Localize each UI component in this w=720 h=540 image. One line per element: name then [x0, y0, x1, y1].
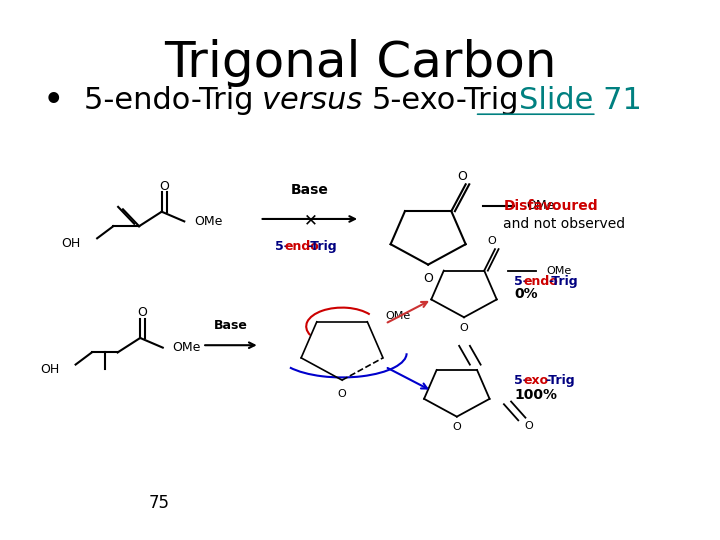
Text: 5-: 5- [514, 275, 528, 288]
Text: Slide 71: Slide 71 [519, 86, 642, 115]
Text: Trigonal Carbon: Trigonal Carbon [163, 39, 557, 87]
Text: OMe: OMe [173, 341, 201, 354]
Text: versus: versus [262, 86, 372, 115]
Text: -Trig: -Trig [545, 374, 575, 387]
Text: and not observed: and not observed [503, 217, 626, 231]
Text: endo: endo [523, 275, 558, 288]
Text: O: O [457, 170, 467, 183]
Text: O: O [138, 306, 148, 319]
Text: ✕: ✕ [305, 211, 318, 229]
Text: Disfavoured: Disfavoured [503, 199, 598, 213]
Text: -Trig: -Trig [307, 240, 337, 253]
Text: 5-endo-Trig: 5-endo-Trig [84, 86, 263, 115]
Text: 5-: 5- [275, 240, 289, 253]
Text: O: O [452, 422, 462, 433]
Text: O: O [423, 272, 433, 285]
Text: O: O [487, 236, 496, 246]
Text: OMe: OMe [526, 199, 554, 212]
Text: Base: Base [214, 319, 248, 332]
Text: 75: 75 [148, 494, 170, 512]
Text: OMe: OMe [385, 312, 410, 321]
Text: OMe: OMe [546, 266, 572, 275]
Text: endo: endo [284, 240, 320, 253]
Text: OMe: OMe [194, 215, 222, 228]
Text: -Trig: -Trig [548, 275, 577, 288]
Text: Base: Base [291, 184, 329, 198]
Text: 5-: 5- [514, 374, 528, 387]
Text: 5-exo-Trig: 5-exo-Trig [372, 86, 520, 115]
Text: OH: OH [62, 237, 81, 249]
Text: O: O [459, 323, 469, 333]
Text: •: • [45, 86, 85, 115]
Text: OH: OH [40, 363, 60, 376]
Text: 100%: 100% [514, 388, 557, 402]
Text: O: O [525, 421, 534, 431]
Text: O: O [159, 180, 169, 193]
Text: exo: exo [523, 374, 549, 387]
Text: 0%: 0% [514, 287, 538, 301]
Text: O: O [338, 389, 346, 399]
